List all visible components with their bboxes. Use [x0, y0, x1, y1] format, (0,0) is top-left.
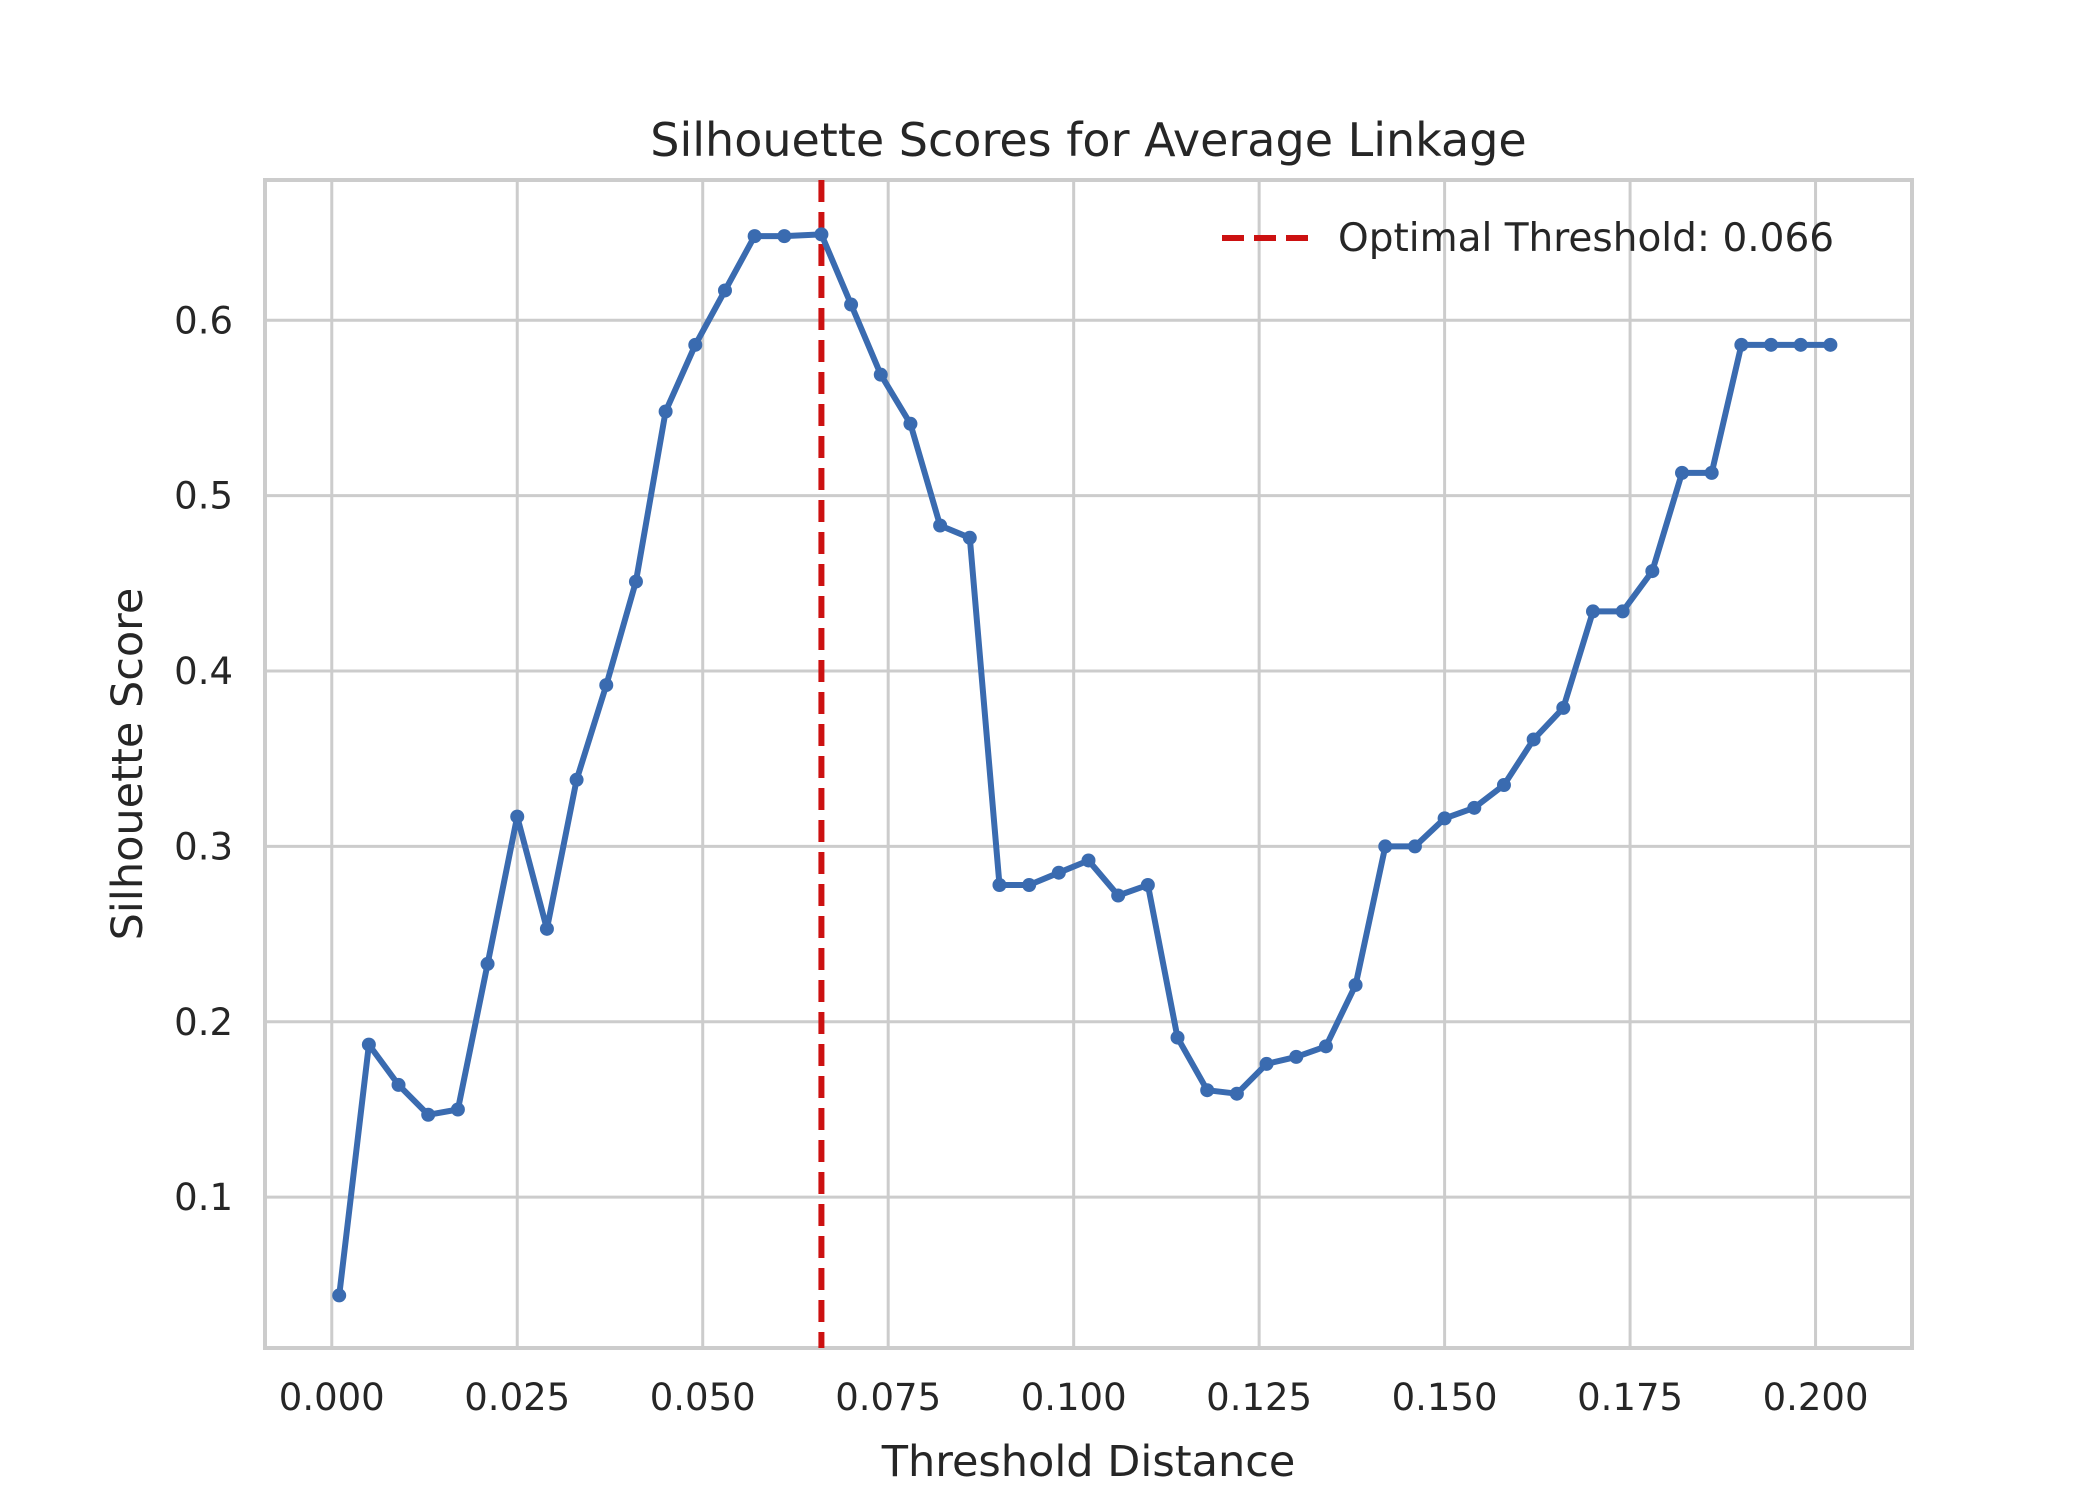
- x-tick-label: 0.125: [1206, 1376, 1312, 1419]
- series-layer: [332, 227, 1838, 1303]
- data-point: [391, 1077, 406, 1092]
- data-point: [539, 921, 554, 936]
- data-point: [1496, 778, 1511, 793]
- data-point: [814, 227, 829, 242]
- data-point: [1348, 977, 1363, 992]
- data-point: [962, 530, 977, 545]
- data-point: [1793, 337, 1808, 352]
- data-point: [1111, 888, 1126, 903]
- data-point: [421, 1107, 436, 1122]
- y-tick-label: 0.6: [174, 299, 233, 342]
- data-point: [1170, 1030, 1185, 1045]
- data-point: [1081, 853, 1096, 868]
- chart-title: Silhouette Scores for Average Linkage: [650, 113, 1526, 167]
- plot-frame: [263, 178, 1914, 1350]
- data-point: [1467, 800, 1482, 815]
- data-point: [1556, 700, 1571, 715]
- data-point: [332, 1288, 347, 1303]
- data-point: [1764, 337, 1779, 352]
- data-point: [1645, 564, 1660, 579]
- data-point: [777, 229, 792, 244]
- data-point: [1615, 604, 1630, 619]
- data-point: [903, 416, 918, 431]
- y-tick-label: 0.5: [174, 475, 233, 518]
- legend-label-optimal-threshold: Optimal Threshold: 0.066: [1338, 216, 1834, 261]
- data-point: [658, 404, 673, 419]
- x-axis-label: Threshold Distance: [881, 1437, 1296, 1487]
- data-point: [361, 1037, 376, 1052]
- data-point: [1289, 1049, 1304, 1064]
- data-point: [599, 678, 614, 693]
- x-tick-label: 0.200: [1763, 1376, 1869, 1419]
- legend: Optimal Threshold: 0.066: [1222, 216, 1834, 261]
- data-point: [1704, 465, 1719, 480]
- x-tick-label: 0.150: [1392, 1376, 1498, 1419]
- x-tick-label: 0.175: [1577, 1376, 1683, 1419]
- data-point: [1526, 732, 1541, 747]
- data-point: [1022, 878, 1037, 893]
- data-point: [450, 1102, 465, 1117]
- data-point: [1675, 465, 1690, 480]
- data-point: [1378, 839, 1393, 854]
- data-point: [1140, 878, 1155, 893]
- y-tick-label: 0.4: [174, 650, 233, 693]
- x-tick-label: 0.075: [835, 1376, 941, 1419]
- tick-labels: 0.000 0.025 0.050 0.075 0.100 0.125 0.150 0.175…: [174, 299, 1868, 1419]
- data-point: [569, 772, 584, 787]
- data-point: [1585, 604, 1600, 619]
- y-tick-label: 0.2: [174, 1001, 233, 1044]
- y-tick-label: 0.3: [174, 825, 233, 868]
- data-point: [873, 367, 888, 382]
- x-tick-label: 0.050: [650, 1376, 756, 1419]
- data-point: [1437, 811, 1452, 826]
- data-point: [480, 956, 495, 971]
- data-point: [1229, 1086, 1244, 1101]
- data-point: [992, 878, 1007, 893]
- data-point: [688, 337, 703, 352]
- data-point: [717, 283, 732, 298]
- data-point: [1407, 839, 1422, 854]
- grid: [265, 180, 1912, 1348]
- data-point: [1823, 337, 1838, 352]
- data-point: [747, 229, 762, 244]
- data-point: [933, 518, 948, 533]
- data-point: [1318, 1039, 1333, 1054]
- y-tick-label: 0.1: [174, 1176, 233, 1219]
- data-point: [1734, 337, 1749, 352]
- x-tick-label: 0.025: [464, 1376, 570, 1419]
- data-point: [628, 574, 643, 589]
- y-axis-label: Silhouette Score: [103, 588, 153, 941]
- data-point: [1200, 1083, 1215, 1098]
- data-point: [844, 297, 859, 312]
- data-point: [510, 809, 525, 824]
- x-tick-label: 0.100: [1021, 1376, 1127, 1419]
- data-point: [1259, 1056, 1274, 1071]
- x-tick-label: 0.000: [279, 1376, 385, 1419]
- data-point: [1051, 865, 1066, 880]
